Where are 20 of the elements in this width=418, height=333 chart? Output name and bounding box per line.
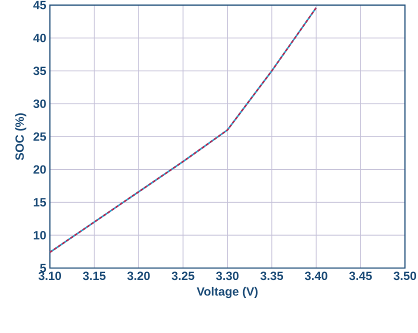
x-tick-label: 3.25	[172, 272, 194, 280]
y-tick-label: 15	[34, 198, 46, 207]
y-tick-label: 45	[33, 0, 46, 10]
y-tick-label: 30	[33, 99, 46, 108]
x-tick-label: 3.10	[38, 272, 62, 280]
y-axis-title: SOC (%)	[15, 113, 26, 160]
y-tick-label: 25	[33, 132, 46, 141]
x-tick-label: 3.50	[394, 272, 416, 280]
x-axis-title: Voltage (V)	[196, 286, 258, 298]
y-tick-label: 35	[33, 66, 46, 76]
y-tick-label: 20	[33, 165, 46, 174]
y-tick-label: 5	[40, 264, 46, 272]
y-tick-label: 10	[34, 230, 46, 240]
x-tick-label: 3.40	[304, 272, 328, 280]
x-tick-label: 3.45	[349, 272, 372, 280]
x-tick-label: 3.30	[216, 272, 239, 280]
x-tick-label: 3.15	[82, 272, 106, 280]
x-tick-label: 3.20	[127, 272, 150, 280]
x-tick-label: 3.35	[260, 272, 284, 280]
y-tick-label: 40	[33, 34, 46, 42]
